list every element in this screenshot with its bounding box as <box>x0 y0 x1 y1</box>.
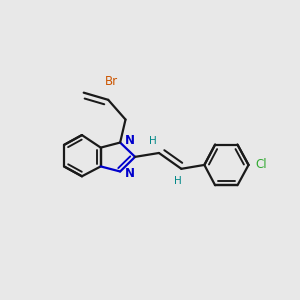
Text: Cl: Cl <box>255 158 267 171</box>
Text: Br: Br <box>105 76 118 88</box>
Text: H: H <box>174 176 182 186</box>
Text: N: N <box>125 134 135 147</box>
Text: N: N <box>125 167 135 180</box>
Text: H: H <box>148 136 156 146</box>
